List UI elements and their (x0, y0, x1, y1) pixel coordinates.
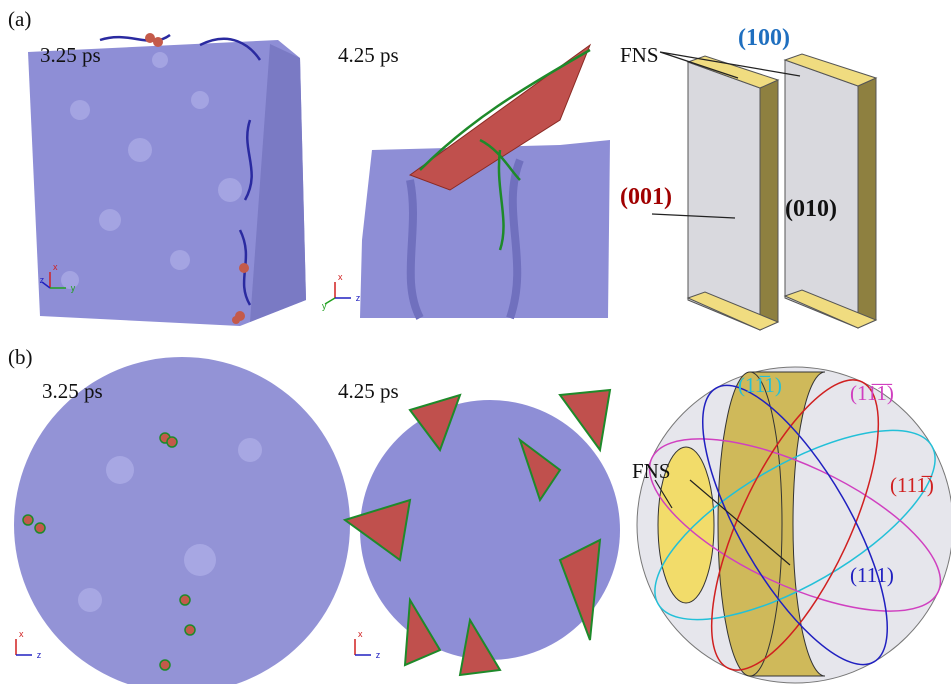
plane-label: (111̅) (890, 473, 934, 497)
axis-arrow (325, 298, 335, 304)
sphere-surface (14, 357, 350, 684)
axis-label: x (358, 629, 363, 639)
axis-label: z (40, 275, 45, 285)
axis-label: z (37, 650, 42, 660)
time-label: 4.25 ps (338, 379, 399, 403)
plane-label: (100) (738, 25, 790, 51)
time-label: 4.25 ps (338, 43, 399, 67)
figure: (a) 3.25 ps 4.25 ps FNS (100) (001) (010… (0, 0, 951, 684)
fns-label: FNS (620, 43, 659, 67)
time-label: 3.25 ps (40, 43, 101, 67)
panel-label: (b) (8, 345, 33, 369)
axis-label: x (338, 272, 343, 282)
plane-label: (111) (850, 563, 894, 587)
box-diagram (688, 54, 876, 330)
panel-label: (a) (8, 7, 31, 31)
plane-label: (010) (785, 196, 837, 222)
plane-label: (11̅1) (738, 373, 782, 397)
plane-label: (11̅1̅) (850, 381, 894, 405)
time-label: 3.25 ps (42, 379, 103, 403)
axis-label: y (322, 301, 327, 311)
axis-label: z (356, 293, 361, 303)
axis-label: x (19, 629, 24, 639)
axis-label: z (376, 650, 381, 660)
axis-label: y (71, 283, 76, 293)
plane-label: (001) (620, 184, 672, 210)
fns-label: FNS (632, 459, 671, 483)
axis-label: x (53, 262, 58, 272)
